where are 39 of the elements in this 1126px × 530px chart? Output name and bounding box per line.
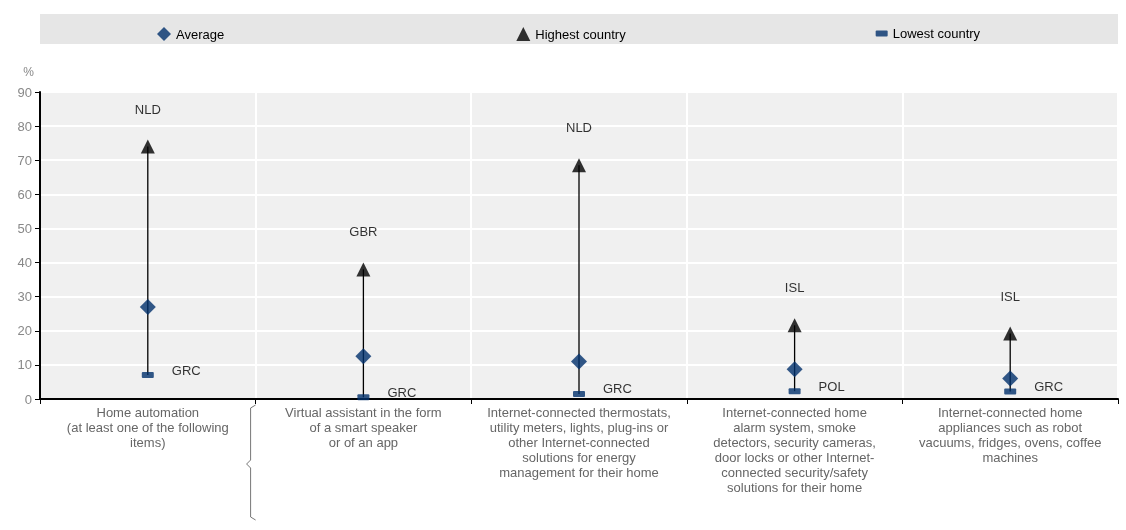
y-tick-label: 30	[17, 289, 32, 305]
x-tick-label: Internet-connected home appliances such as robot vacuums, fridges, ovens, coffee machines	[918, 405, 1102, 465]
y-tick-label: 10	[17, 357, 32, 373]
y-tick-label: 60	[17, 186, 32, 202]
y-tick-label: 70	[17, 152, 32, 168]
y-tick-label: 20	[17, 323, 32, 339]
point	[787, 318, 802, 333]
data-label: GRC	[387, 384, 417, 400]
y-tick-label: 40	[17, 255, 32, 271]
point	[571, 353, 587, 370]
data-label: NLD	[565, 120, 593, 136]
data-label: POL	[818, 378, 845, 394]
data-label: GRC	[1034, 379, 1064, 394]
point	[139, 298, 156, 315]
legend-label: Highest country	[535, 26, 627, 42]
data-label: GRC	[603, 381, 632, 397]
legend-label: Lowest country	[892, 26, 981, 41]
point	[1002, 370, 1019, 387]
data-label: ISL	[1000, 288, 1020, 304]
point	[786, 361, 803, 378]
y-tick-label: 80	[17, 118, 32, 134]
y-tick-label: 0	[24, 391, 32, 407]
data-label: NLD	[134, 101, 161, 117]
data-label: ISL	[784, 280, 805, 296]
point	[356, 262, 371, 277]
point	[572, 158, 586, 173]
y-tick-label: 50	[17, 220, 32, 236]
x-tick-label: Home automation (at least one of the following items)	[66, 405, 229, 450]
x-tick-label: Internet-connected thermostats, utility meters, lights, plug-ins or other Internet-connected solutions for energy management for their home	[487, 405, 671, 480]
data-label: GRC	[171, 362, 201, 378]
point	[355, 348, 372, 365]
y-axis-title: %	[23, 65, 35, 79]
x-tick-label: Virtual assistant in the form of a smart speaker or of an app	[285, 405, 442, 450]
point	[1003, 326, 1018, 341]
y-tick-label: 90	[17, 84, 32, 100]
data-label: GBR	[349, 224, 378, 240]
legend-label: Average	[176, 26, 225, 42]
point	[140, 139, 155, 154]
x-tick-label: Internet-connected home alarm system, smoke detectors, security cameras, door locks or other Internet- connected security/safety solutions for their home	[713, 405, 876, 495]
